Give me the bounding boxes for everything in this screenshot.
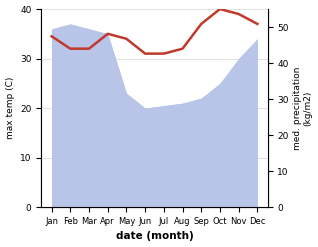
X-axis label: date (month): date (month) [116, 231, 193, 242]
Y-axis label: max temp (C): max temp (C) [5, 77, 15, 139]
Y-axis label: med. precipitation
(kg/m2): med. precipitation (kg/m2) [293, 66, 313, 150]
